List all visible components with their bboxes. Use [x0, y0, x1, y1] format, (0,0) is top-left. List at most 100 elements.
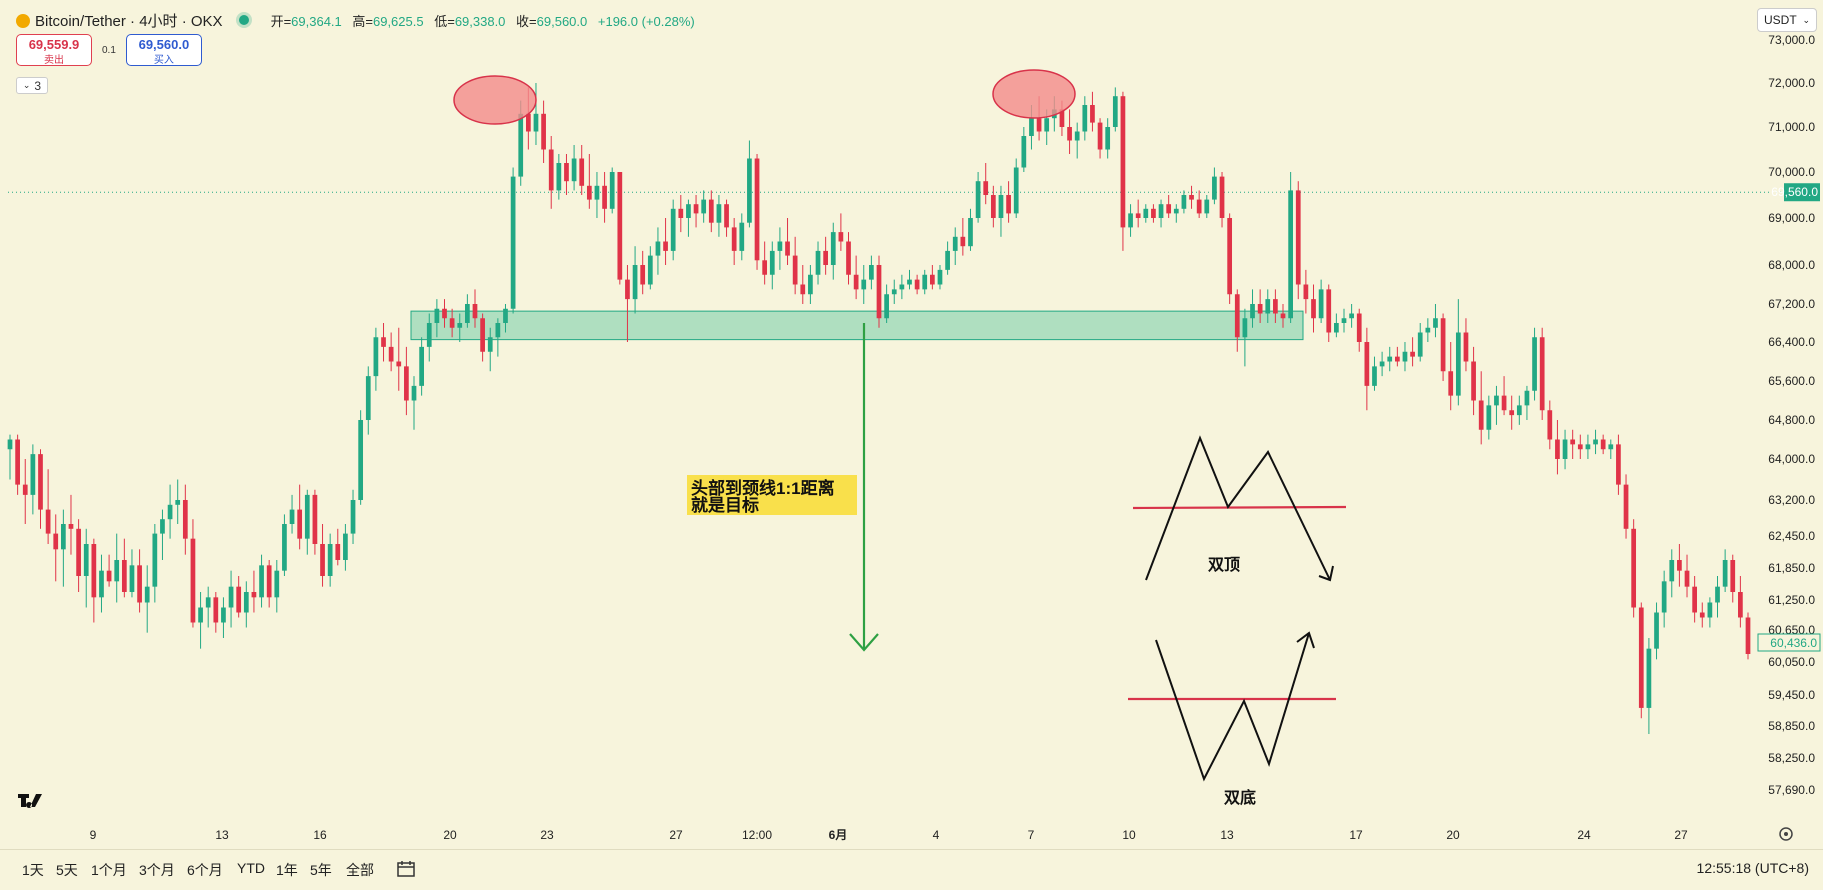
candles: [7, 83, 1751, 734]
candle: [884, 284, 889, 323]
price-tick-label: 72,000.0: [1768, 76, 1815, 90]
candle: [1234, 289, 1240, 352]
candle: [343, 524, 348, 571]
candle: [1356, 308, 1362, 352]
timeframe-2[interactable]: 1个月: [91, 862, 127, 878]
candle: [640, 250, 646, 295]
candle: [1440, 313, 1446, 381]
candle: [91, 538, 97, 623]
candle: [15, 434, 20, 495]
candle: [1219, 172, 1225, 228]
candle: [381, 323, 386, 362]
price-tick-label: 61,250.0: [1768, 593, 1815, 607]
timeframe-0[interactable]: 1天: [22, 862, 44, 878]
candle: [1265, 289, 1271, 323]
currency-select[interactable]: USDT ⌄: [1757, 8, 1817, 32]
candle: [1600, 434, 1606, 455]
candle: [465, 294, 470, 328]
current-price-tag-text: 69,560.0: [1771, 185, 1818, 199]
candle: [449, 308, 455, 338]
candle: [53, 514, 59, 582]
target-arrow: [849, 323, 879, 652]
candle: [968, 208, 973, 251]
candle: [1326, 284, 1332, 342]
candle: [1151, 204, 1156, 223]
candle: [1516, 395, 1522, 425]
chevron-down-icon: ⌄: [1802, 14, 1810, 25]
price-tick-label: 71,000.0: [1768, 120, 1815, 134]
calendar-icon[interactable]: [396, 859, 416, 878]
candle: [716, 195, 722, 237]
candle: [228, 570, 234, 628]
candle: [213, 592, 219, 633]
candle: [480, 313, 485, 362]
timeframe-4[interactable]: 6个月: [187, 862, 223, 878]
double-bottom-label: 双底: [1224, 788, 1256, 807]
candle: [1334, 313, 1339, 338]
buy-button[interactable]: 69,560.0 买入: [125, 34, 202, 66]
candle: [891, 279, 897, 304]
candle: [830, 222, 836, 280]
candle: [1082, 96, 1088, 141]
timeframe-5[interactable]: YTD: [237, 860, 265, 876]
candle: [1593, 429, 1598, 455]
candle: [1577, 434, 1583, 459]
candle: [1364, 327, 1370, 411]
candle: [320, 524, 325, 587]
candle: [1463, 318, 1469, 372]
candle: [1204, 195, 1210, 218]
price-tick-label: 64,000.0: [1768, 452, 1815, 466]
candle: [1181, 190, 1187, 214]
price-chart[interactable]: 头部到颈线1:1距离 就是目标 双顶 双底 73,000.072,000.071…: [0, 0, 1823, 849]
candle: [800, 265, 806, 304]
candle: [205, 586, 211, 628]
time-tick-label: 9: [90, 828, 97, 842]
candle: [1090, 91, 1095, 132]
candle: [647, 246, 653, 290]
candle: [1128, 204, 1133, 237]
price-tick-label: 57,690.0: [1768, 783, 1815, 797]
price-tick-label: 64,800.0: [1768, 413, 1815, 427]
candle: [289, 494, 295, 534]
timeframe-7[interactable]: 5年: [310, 862, 332, 878]
price-tick-label: 61,850.0: [1768, 561, 1815, 575]
candle: [952, 227, 958, 265]
callout-box: [687, 475, 857, 515]
candle: [114, 533, 120, 603]
indicators-toggle[interactable]: ⌄ 3: [16, 77, 48, 94]
candle: [1288, 172, 1293, 323]
candle: [823, 236, 829, 275]
candle: [731, 218, 737, 265]
candle: [297, 484, 303, 550]
candle: [251, 570, 257, 613]
candle: [1654, 602, 1659, 660]
candle: [1455, 299, 1461, 406]
sell-button[interactable]: 69,559.9 卖出: [16, 34, 92, 66]
candle: [266, 560, 272, 608]
candle: [1112, 87, 1118, 132]
candle: [7, 434, 13, 480]
candle: [45, 469, 51, 544]
symbol-title[interactable]: Bitcoin/Tether · 4小时 · OKX: [35, 12, 223, 30]
candle: [564, 154, 569, 195]
candle: [259, 554, 264, 608]
candle: [1501, 376, 1507, 416]
candle: [121, 538, 127, 598]
timeframe-6[interactable]: 1年: [276, 862, 298, 878]
candle: [83, 528, 89, 608]
timeframe-3[interactable]: 3个月: [139, 862, 175, 878]
candle: [358, 410, 364, 505]
candle: [1722, 549, 1728, 592]
neckline-zone: [410, 310, 1304, 341]
candle: [1303, 269, 1309, 314]
timeframe-8[interactable]: 全部: [346, 862, 374, 878]
clock[interactable]: 12:55:18 (UTC+8): [1696, 860, 1809, 876]
settings-gear-icon[interactable]: [1779, 827, 1793, 841]
candle: [1684, 554, 1690, 598]
candle: [792, 236, 798, 295]
tradingview-logo: [18, 788, 48, 814]
timeframe-1[interactable]: 5天: [56, 862, 78, 878]
candle: [846, 232, 851, 285]
candle: [1135, 199, 1141, 228]
candle: [1669, 549, 1675, 598]
